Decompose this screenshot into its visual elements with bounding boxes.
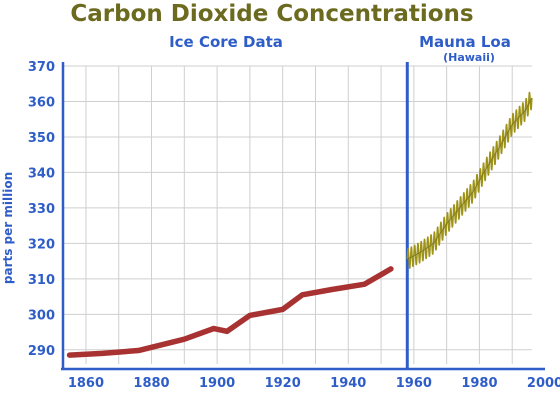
- x-tick-label: 1960: [396, 376, 432, 391]
- x-tick-label: 1860: [68, 376, 104, 391]
- series-group: [66, 91, 533, 358]
- y-tick-label: 300: [28, 308, 55, 323]
- mauna-loa-line: [406, 91, 533, 269]
- x-tick-label: 1920: [265, 376, 301, 391]
- mauna-loa-label: Mauna Loa: [419, 33, 511, 51]
- ice-core-label: Ice Core Data: [169, 33, 283, 51]
- y-tick-label: 370: [28, 60, 55, 75]
- y-tick-label: 340: [28, 166, 55, 181]
- x-tick-label: 2000: [527, 376, 560, 391]
- x-tick-label: 1880: [133, 376, 169, 391]
- grid: [63, 65, 532, 364]
- x-tick-label: 1900: [199, 376, 235, 391]
- y-axis-label: parts per million: [1, 172, 15, 284]
- mauna-loa-trend: [407, 97, 533, 260]
- y-tick-label: 350: [28, 131, 55, 146]
- axes: [61, 62, 545, 371]
- chart-title: Carbon Dioxide Concentrations: [70, 1, 473, 27]
- y-tick-label: 290: [28, 344, 55, 359]
- y-tick-label: 320: [28, 237, 55, 252]
- x-tick-label: 1980: [461, 376, 497, 391]
- hawaii-label: (Hawaii): [443, 51, 495, 64]
- y-tick-label: 330: [28, 202, 55, 217]
- y-tick-label: 310: [28, 273, 55, 288]
- tick-labels: 290 300 310 320 330 340 350 360 370 1860 1880 1900 1…: [28, 60, 560, 391]
- x-tick-label: 1940: [330, 376, 366, 391]
- ice-core-line: [66, 266, 394, 358]
- y-tick-label: 360: [28, 95, 55, 110]
